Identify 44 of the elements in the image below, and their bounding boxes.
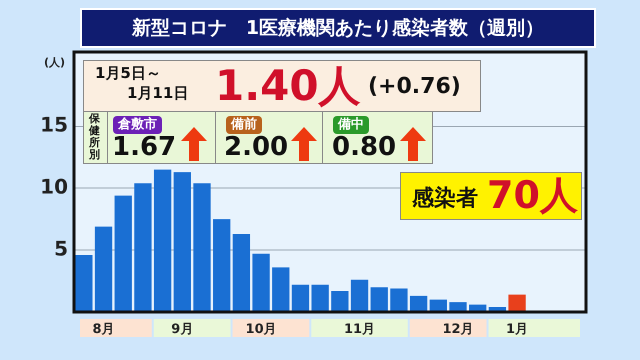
bar [430,300,447,312]
bar [508,294,526,312]
annotation: 70人 [487,172,578,219]
bar [94,226,112,312]
annotation: 1月5日～ [95,64,161,83]
bar [114,196,132,312]
annotation: 2.00 [224,132,288,162]
y-tick-label: 15 [40,112,68,136]
bar [350,280,368,312]
bar [232,234,250,312]
bar [174,172,191,312]
bar [292,284,310,312]
bar [134,183,152,312]
annotation: 備中 [333,116,369,134]
bar [154,170,172,312]
x-tick-label: 8月 [92,322,115,338]
x-tick-label: 1月 [506,322,528,338]
bar [311,284,329,312]
annotation: 0.80 [332,132,396,162]
y-tick-label: 10 [40,174,68,198]
y-tick-label: 5 [54,236,68,260]
bar [390,288,408,312]
bar [75,255,93,312]
bar [272,267,290,312]
bar [252,254,270,312]
x-tick-label: 9月 [171,322,194,338]
annotation: 感染者 [412,185,478,213]
annotation: 1.40人 [215,60,361,112]
annotation: 備前 [226,116,262,134]
annotation: 1.67 [112,132,176,162]
bar [410,296,428,312]
chart-title: 新型コロナ 1医療機関あたり感染者数（週別） [80,8,596,48]
bar [370,287,388,312]
annotation: (+0.76) [368,74,461,99]
x-tick-label: 12月 [442,322,474,338]
x-tick-label: 10月 [246,322,277,338]
bar [213,219,230,312]
bar [193,183,211,312]
y-axis-title: (人) [44,55,66,70]
x-tick-label: 11月 [344,322,376,338]
annotation: 1月11日 [127,84,188,103]
annotation: 倉敷市 [113,116,162,134]
annotation: 保健所別 [89,112,100,161]
bar [331,290,349,312]
